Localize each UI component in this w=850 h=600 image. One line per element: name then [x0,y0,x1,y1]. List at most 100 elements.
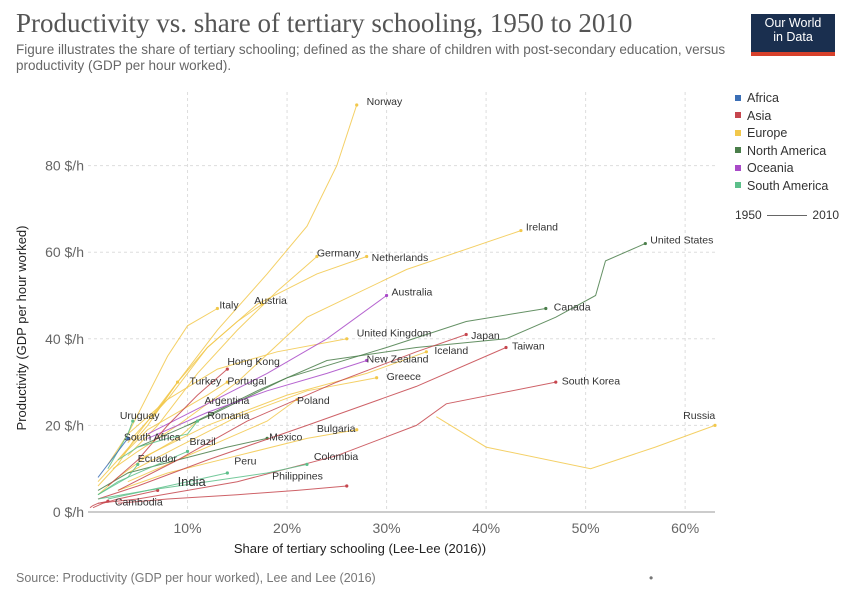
legend-item-south-america[interactable]: South America [735,178,828,196]
label-romania[interactable]: Romania [207,410,249,422]
label-iceland[interactable]: Iceland [434,345,468,357]
series-line-south-africa[interactable] [97,438,129,478]
timeline[interactable]: 1950 2010 [735,208,839,222]
series-line-germany[interactable] [127,256,318,457]
series-end-point-ireland[interactable] [519,228,523,233]
label-austria[interactable]: Austria [254,295,287,307]
series-line-peru[interactable] [107,472,228,500]
owid-logo[interactable]: Our World in Data [751,14,835,56]
label-norway[interactable]: Norway [367,96,403,108]
series-end-point-ecuador[interactable] [136,462,140,466]
series-end-point-bulgaria[interactable] [355,428,359,432]
series-line-south-korea[interactable] [97,381,556,504]
series-end-point-united-states[interactable] [643,241,647,246]
series-line-argentina[interactable] [117,420,198,461]
series-line-philippines[interactable] [117,485,347,504]
series-line-norway[interactable] [152,104,358,417]
label-united-kingdom[interactable]: United Kingdom [357,328,432,340]
legend-item-africa[interactable]: Africa [735,90,828,108]
series-end-point-germany[interactable] [315,254,319,259]
label-ireland[interactable]: Ireland [526,222,558,234]
series-line-colombia[interactable] [97,463,308,500]
series-line-new-zealand[interactable] [147,360,367,439]
legend-item-oceania[interactable]: Oceania [735,160,828,178]
label-germany[interactable]: Germany [317,248,361,260]
series-end-point-turkey[interactable] [175,380,180,384]
timeline-track[interactable] [767,215,808,217]
series-line-uruguay[interactable] [107,420,134,469]
label-colombia[interactable]: Colombia [314,451,359,463]
series-end-point-south-korea[interactable] [554,380,558,384]
series-end-point-colombia[interactable] [305,462,309,466]
series-end-point-iceland[interactable] [424,350,428,354]
legend-item-europe[interactable]: Europe [735,125,828,143]
label-south-africa[interactable]: South Africa [124,432,181,444]
label-brazil[interactable]: Brazil [190,436,216,448]
series-line-ireland[interactable] [112,230,522,470]
series-end-point-netherlands[interactable] [365,254,369,259]
label-argentina[interactable]: Argentina [204,395,249,407]
label-canada[interactable]: Canada [554,302,591,314]
series-line-greece[interactable] [127,377,377,474]
series-line-taiwan[interactable] [97,347,507,500]
label-new-zealand[interactable]: New Zealand [367,354,429,366]
label-turkey[interactable]: Turkey [190,375,222,387]
series-end-point-japan[interactable] [464,332,468,337]
label-australia[interactable]: Australia [392,287,433,299]
source-note[interactable]: Source: Productivity (GDP per hour worke… [16,571,376,585]
series-end-point-south-africa[interactable] [126,436,130,440]
label-russia[interactable]: Russia [683,410,715,422]
series-end-point-cambodia[interactable] [106,499,110,503]
series-end-point-greece[interactable] [375,376,379,380]
label-japan[interactable]: Japan [471,330,500,342]
label-greece[interactable]: Greece [387,371,422,383]
series-line-brazil[interactable] [97,450,188,496]
series-end-point-taiwan[interactable] [504,345,508,350]
legend-item-asia[interactable]: Asia [735,108,828,126]
label-poland[interactable]: Poland [297,395,330,407]
series-end-point-united-kingdom[interactable] [345,337,349,341]
label-peru[interactable]: Peru [234,455,256,467]
series-end-point-russia[interactable] [713,423,717,428]
series-end-point-peru[interactable] [225,471,229,475]
series-line-ecuador[interactable] [97,464,139,496]
series-line-hong-kong[interactable] [107,368,228,487]
series-end-point-australia[interactable] [384,293,389,298]
label-united-states[interactable]: United States [650,235,713,247]
series-line-canada[interactable] [137,308,546,448]
series-line-poland[interactable] [127,398,298,483]
series-line-iceland[interactable] [137,351,427,461]
series-end-point-argentina[interactable] [195,419,200,423]
series-end-point-italy[interactable] [215,306,219,311]
series-line-bulgaria[interactable] [117,429,357,491]
legend-item-north-america[interactable]: North America [735,143,828,161]
label-mexico[interactable]: Mexico [269,432,302,444]
series-line-japan[interactable] [117,334,467,491]
label-portugal[interactable]: Portugal [227,375,266,387]
series-end-point-new-zealand[interactable] [365,358,369,363]
series-end-point-hong-kong[interactable] [225,367,229,371]
label-india[interactable]: India [178,474,207,489]
series-line-austria[interactable] [117,303,263,461]
series-line-australia[interactable] [147,295,387,435]
series-line-cambodia[interactable] [89,500,109,509]
label-netherlands[interactable]: Netherlands [372,252,429,264]
label-ecuador[interactable]: Ecuador [138,453,178,465]
label-bulgaria[interactable]: Bulgaria [317,423,356,435]
series-line-turkey[interactable] [97,381,178,487]
label-hong-kong[interactable]: Hong Kong [227,356,280,368]
series-end-point-austria[interactable] [260,302,264,306]
label-cambodia[interactable]: Cambodia [115,497,163,509]
label-taiwan[interactable]: Taiwan [512,341,545,353]
series-line-united-kingdom[interactable] [127,338,347,435]
series-end-point-uruguay[interactable] [131,419,135,423]
label-uruguay[interactable]: Uruguay [120,410,160,422]
series-end-point-brazil[interactable] [185,449,190,453]
series-line-india[interactable] [92,489,158,509]
series-end-point-norway[interactable] [355,103,359,107]
series-end-point-philippines[interactable] [345,484,349,488]
label-philippines[interactable]: Philippines [272,471,323,483]
series-line-russia[interactable] [436,416,716,470]
series-end-point-portugal[interactable] [225,380,229,384]
series-end-point-canada[interactable] [544,306,548,311]
